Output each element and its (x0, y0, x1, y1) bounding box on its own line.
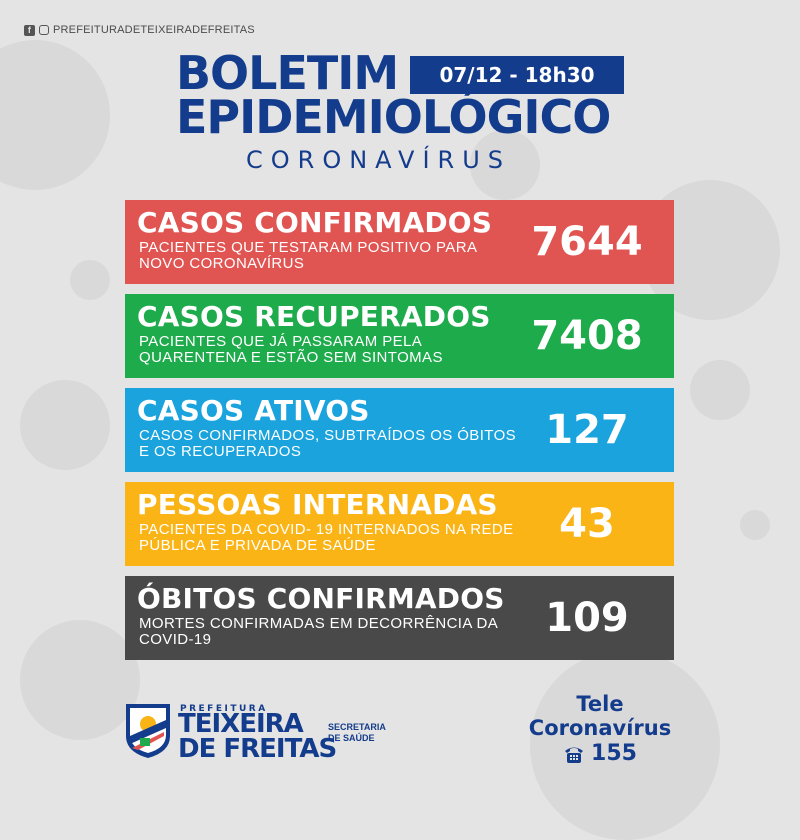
city-shield-icon (126, 704, 170, 758)
card-description: PACIENTES DA COVID- 19 INTERNADOS NA RED… (139, 521, 514, 554)
tele-number: 155 (591, 741, 637, 766)
secretaria-line2: DE SAÚDE (328, 733, 375, 743)
city-name-line2: DE FREITAS (178, 734, 337, 764)
background-virus-decoration (740, 510, 770, 540)
social-handle: f PREFEITURADETEIXEIRADEFREITAS (24, 24, 255, 36)
card-value: 7408 (531, 313, 643, 359)
city-name-line1: TEIXEIRA (178, 709, 304, 739)
secretaria-line1: SECRETARIA (328, 722, 386, 732)
tele-number-row: 155 (520, 740, 680, 768)
card-title: CASOS CONFIRMADOS (137, 206, 493, 239)
card-deaths: ÓBITOS CONFIRMADOS MORTES CONFIRMADAS EM… (125, 576, 674, 660)
card-active: CASOS ATIVOS CASOS CONFIRMADOS, SUBTRAÍD… (125, 388, 674, 472)
social-handle-text: PREFEITURADETEIXEIRADEFREITAS (53, 24, 255, 36)
title-line1: BOLETIM (176, 46, 399, 100)
card-title: CASOS ATIVOS (137, 394, 370, 427)
card-description: PACIENTES QUE TESTARAM POSITIVO PARA NOV… (139, 239, 477, 272)
card-title: CASOS RECUPERADOS (137, 300, 491, 333)
prefeitura-label: PREFEITURA (180, 704, 268, 714)
card-description: CASOS CONFIRMADOS, SUBTRAÍDOS OS ÓBITOS … (139, 427, 517, 460)
card-value: 7644 (531, 219, 643, 265)
card-confirmed: CASOS CONFIRMADOS PACIENTES QUE TESTARAM… (125, 200, 674, 284)
background-virus-decoration (70, 260, 110, 300)
phone-icon (565, 747, 584, 763)
card-title: ÓBITOS CONFIRMADOS (137, 582, 505, 615)
title-line2: EPIDEMIOLÓGICO (176, 90, 611, 144)
tele-coronavirus: Tele Coronavírus 155 (520, 692, 680, 768)
background-virus-decoration (690, 360, 750, 420)
background-virus-decoration (0, 40, 110, 190)
background-virus-decoration (20, 620, 140, 740)
card-description: MORTES CONFIRMADAS EM DECORRÊNCIA DA COV… (139, 615, 498, 648)
prefeitura-logo: PREFEITURA TEIXEIRA DE FREITAS SECRETARI… (124, 702, 404, 764)
tele-line1: Tele (576, 692, 624, 716)
card-value: 43 (559, 501, 615, 547)
card-title: PESSOAS INTERNADAS (137, 488, 498, 521)
card-value: 109 (545, 595, 629, 641)
card-hospitalized: PESSOAS INTERNADAS PACIENTES DA COVID- 1… (125, 482, 674, 566)
card-recovered: CASOS RECUPERADOS PACIENTES QUE JÁ PASSA… (125, 294, 674, 378)
facebook-icon: f (24, 24, 35, 36)
tele-line2: Coronavírus (528, 716, 672, 740)
date-badge: 07/12 - 18h30 (410, 56, 624, 94)
subtitle: CORONAVÍRUS (246, 146, 512, 174)
background-virus-decoration (20, 380, 110, 470)
card-description: PACIENTES QUE JÁ PASSARAM PELA QUARENTEN… (139, 333, 443, 366)
background-virus-decoration (470, 130, 540, 200)
card-value: 127 (545, 407, 629, 453)
secretaria-label: SECRETARIA DE SAÚDE (328, 722, 386, 744)
instagram-icon (39, 25, 49, 35)
